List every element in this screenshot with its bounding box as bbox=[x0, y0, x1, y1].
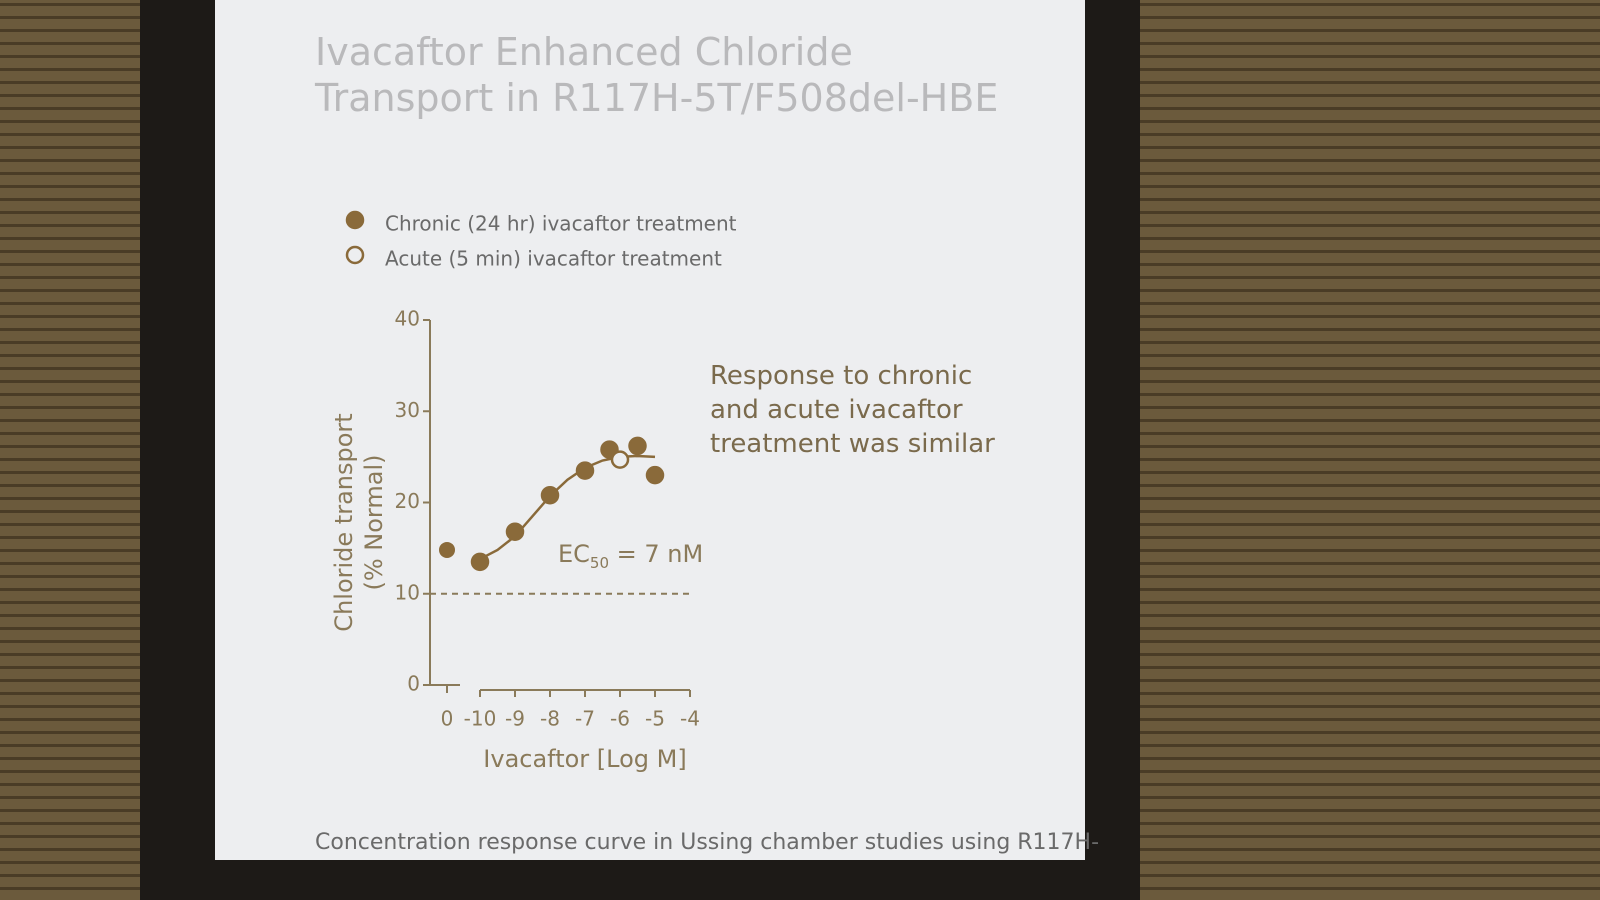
x-tick-label: -8 bbox=[540, 707, 560, 731]
y-axis-sublabel: (% Normal) bbox=[360, 455, 388, 591]
y-tick-label: 10 bbox=[395, 580, 420, 604]
x-tick-label: 0 bbox=[441, 707, 454, 731]
data-point bbox=[610, 450, 630, 469]
x-tick-label: -5 bbox=[645, 707, 665, 731]
data-point bbox=[575, 461, 595, 480]
side-note: Response to chronic and acute ivacaftor … bbox=[710, 361, 995, 459]
x-tick-label: -6 bbox=[610, 707, 630, 731]
annotation-part: = 7 nM bbox=[609, 540, 703, 568]
caption: Concentration response curve in Ussing c… bbox=[315, 830, 1100, 855]
legend-label: Chronic (24 hr) ivacaftor treatment bbox=[385, 212, 737, 236]
slide-title: Ivacaftor Enhanced Chloride Transport in… bbox=[315, 30, 999, 120]
data-point bbox=[645, 465, 665, 485]
y-tick-label: 20 bbox=[395, 489, 420, 513]
x-tick-label: -4 bbox=[680, 707, 700, 731]
y-tick-label: 0 bbox=[407, 672, 420, 696]
y-tick-label: 40 bbox=[395, 307, 420, 331]
annotation-part: 50 bbox=[590, 554, 609, 572]
y-axis-label: Chloride transport bbox=[330, 413, 358, 631]
data-point bbox=[628, 436, 647, 456]
annotation-part: EC bbox=[558, 540, 590, 568]
data-point bbox=[505, 522, 525, 541]
y-tick-label: 30 bbox=[395, 398, 420, 422]
x-tick-label: -9 bbox=[505, 707, 525, 731]
data-point bbox=[470, 552, 490, 572]
x-axis-label: Ivacaftor [Log M] bbox=[483, 745, 686, 773]
data-point bbox=[540, 485, 560, 505]
legend-marker bbox=[345, 245, 365, 265]
annotation: EC50 = 7 nM bbox=[558, 540, 703, 572]
control-point bbox=[439, 541, 455, 558]
x-tick-label: -10 bbox=[464, 707, 497, 731]
legend-label: Acute (5 min) ivacaftor treatment bbox=[385, 247, 722, 271]
slide: Ivacaftor Enhanced Chloride Transport in… bbox=[215, 0, 1099, 860]
legend-marker bbox=[345, 210, 365, 230]
x-tick-label: -7 bbox=[575, 707, 595, 731]
